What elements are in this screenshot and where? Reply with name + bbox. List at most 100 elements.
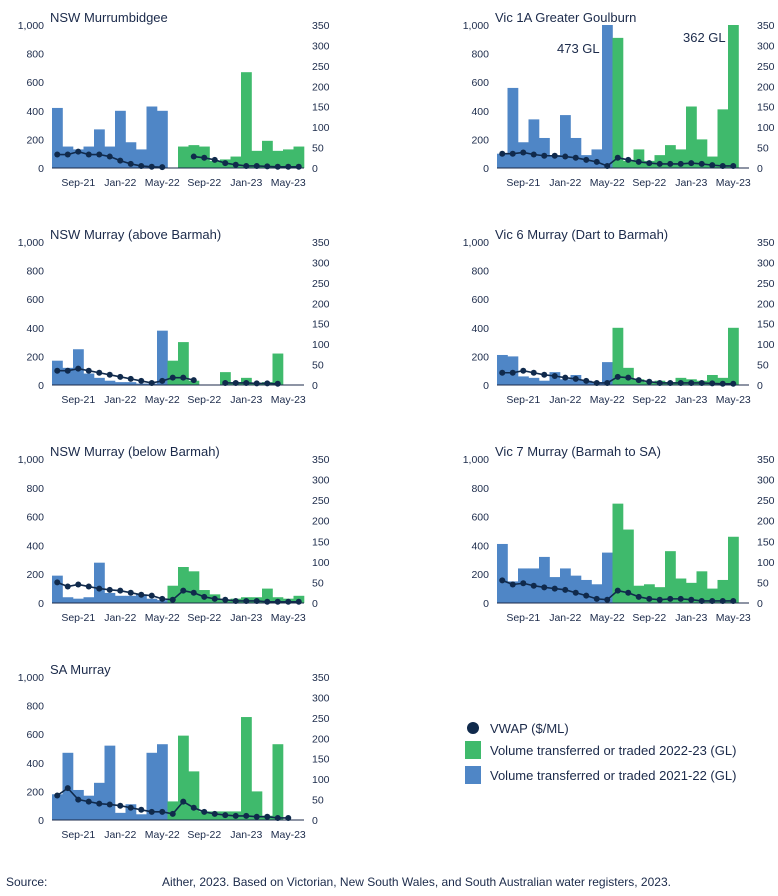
bar-2022-23 [728, 536, 739, 603]
vwap-point [635, 377, 642, 384]
y-right-tick-label: 0 [312, 598, 318, 610]
vwap-point [106, 371, 113, 378]
bar-2022-23 [251, 791, 263, 820]
vwap-point [180, 374, 187, 381]
bar-2021-22 [115, 595, 126, 603]
bar-2021-22 [83, 795, 95, 820]
x-tick-label: Jan-23 [230, 612, 262, 624]
bar-2022-23 [178, 146, 189, 168]
y-left-tick-label: 1,000 [463, 237, 489, 249]
bar-2022-23 [272, 150, 284, 168]
vwap-point [201, 808, 208, 815]
y-right-tick-label: 250 [757, 495, 775, 507]
chart-panel-4: Vic 6 Murray (Dart to Barmah) 0 200 400 600 8… [463, 227, 775, 406]
vwap-point [614, 373, 621, 380]
vwap-point [274, 598, 281, 605]
y-right-tick-label: 300 [312, 40, 330, 52]
bar-2021-22 [115, 110, 126, 168]
bar-2021-22 [125, 804, 137, 820]
vwap-point [572, 154, 579, 161]
bar-2021-22 [115, 382, 126, 385]
vwap-point [625, 156, 632, 163]
x-tick-label: Sep-22 [187, 829, 221, 841]
chart-title: Vic 6 Murray (Dart to Barmah) [495, 227, 668, 242]
y-left-tick-label: 1,000 [463, 20, 489, 32]
vwap-point [159, 377, 166, 384]
y-left-tick-label: 800 [26, 49, 44, 61]
bar-2021-22 [157, 110, 168, 168]
x-tick-label: Sep-22 [632, 394, 666, 406]
bar-2021-22 [125, 382, 137, 385]
vwap-point [85, 367, 92, 374]
y-right-tick-label: 200 [312, 516, 330, 528]
bar-2022-23 [188, 771, 200, 820]
y-left-tick-label: 600 [471, 512, 489, 524]
vwap-point [635, 158, 642, 165]
bar-2021-22 [94, 377, 105, 385]
vwap-point [96, 151, 103, 158]
y-right-tick-label: 100 [312, 557, 330, 569]
x-tick-label: Jan-23 [230, 177, 262, 189]
y-left-tick-label: 800 [26, 266, 44, 278]
x-tick-label: Sep-21 [61, 177, 95, 189]
x-tick-label: May-22 [145, 612, 180, 624]
x-tick-label: May-23 [271, 394, 306, 406]
bar-2022-23 [262, 140, 273, 168]
bar-2021-22 [518, 376, 529, 385]
chart-title: NSW Murray (below Barmah) [50, 444, 220, 459]
vwap-point [625, 374, 632, 381]
x-tick-label: May-23 [716, 394, 751, 406]
vwap-point [264, 380, 271, 387]
y-right-tick-label: 250 [312, 278, 330, 290]
bar-2022-23 [728, 327, 739, 385]
y-left-tick-label: 800 [26, 701, 44, 713]
legend-2022-23-swatch [465, 741, 481, 759]
y-right-tick-label: 200 [312, 733, 330, 745]
bar-2021-22 [570, 137, 582, 168]
y-left-tick-label: 1,000 [18, 454, 44, 466]
y-left-tick-label: 0 [38, 163, 44, 175]
vwap-point [730, 380, 737, 387]
y-right-tick-label: 150 [757, 536, 775, 548]
vwap-point [180, 798, 187, 805]
y-right-tick-label: 0 [757, 598, 763, 610]
bar-2022-23 [612, 503, 624, 603]
bar-2021-22 [507, 581, 519, 603]
vwap-point [106, 153, 113, 160]
x-tick-label: Sep-21 [506, 177, 540, 189]
y-right-tick-label: 100 [312, 339, 330, 351]
bar-2021-22 [146, 598, 158, 603]
y-right-tick-label: 300 [757, 40, 775, 52]
vwap-point [551, 585, 558, 592]
vwap-point [593, 379, 600, 386]
bar-2021-22 [602, 552, 613, 603]
bar-2021-22 [507, 87, 519, 168]
bar-2021-22 [570, 575, 582, 603]
x-tick-label: Jan-22 [549, 177, 581, 189]
bar-2021-22 [62, 597, 74, 603]
x-tick-label: Jan-23 [675, 612, 707, 624]
vwap-point [211, 595, 218, 602]
bar-2022-23 [167, 360, 179, 385]
vwap-point [127, 804, 134, 811]
bar-2021-22 [94, 129, 105, 168]
bar-2021-22 [125, 142, 137, 168]
y-right-tick-label: 100 [757, 557, 775, 569]
bar-2021-22 [560, 379, 571, 385]
y-right-tick-label: 350 [757, 20, 775, 32]
vwap-point [656, 160, 663, 167]
bar-2021-22 [136, 383, 147, 385]
vwap-point [635, 593, 642, 600]
vwap-point [509, 581, 516, 588]
x-tick-label: Jan-22 [104, 394, 136, 406]
x-tick-label: Sep-21 [506, 612, 540, 624]
bar-2022-23 [686, 106, 697, 168]
vwap-point [646, 160, 653, 167]
y-right-tick-label: 200 [312, 298, 330, 310]
bar-2022-23 [623, 160, 634, 168]
vwap-point [604, 162, 611, 169]
vwap-point [117, 802, 124, 809]
vwap-point [211, 156, 218, 163]
y-right-tick-label: 200 [757, 516, 775, 528]
